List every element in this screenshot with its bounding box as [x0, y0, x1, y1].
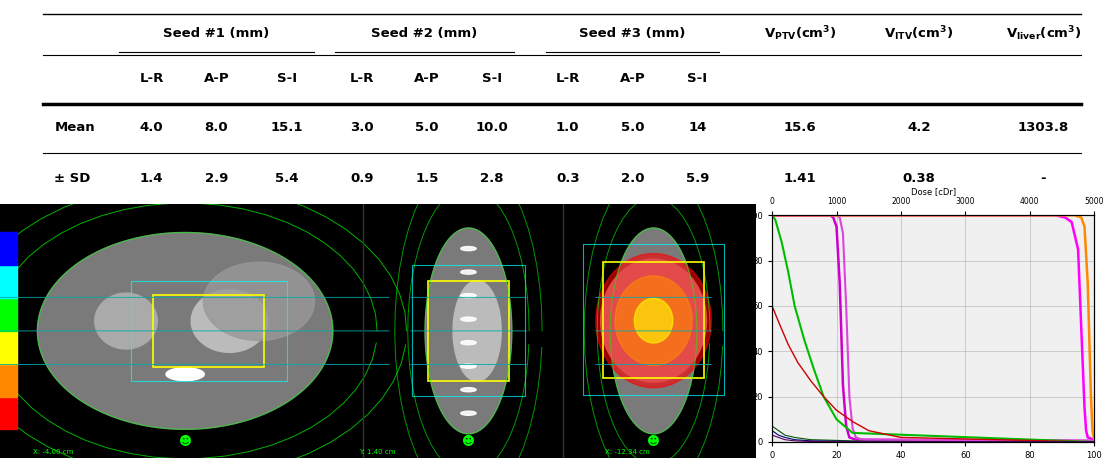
Polygon shape [95, 293, 158, 349]
Text: 5.0: 5.0 [621, 121, 644, 134]
Text: 0.9: 0.9 [351, 172, 374, 185]
Text: ☻: ☻ [179, 435, 192, 448]
Polygon shape [461, 270, 476, 274]
Bar [0, 233, 17, 265]
Polygon shape [203, 262, 314, 340]
Polygon shape [596, 254, 711, 388]
Polygon shape [461, 341, 476, 345]
Text: $\mathregular{V_{liver}(cm^3)}$: $\mathregular{V_{liver}(cm^3)}$ [1006, 24, 1081, 43]
Text: 10.0: 10.0 [475, 121, 508, 134]
Polygon shape [461, 387, 476, 392]
Text: 8.0: 8.0 [204, 121, 228, 134]
Text: 15.1: 15.1 [270, 121, 303, 134]
Polygon shape [425, 228, 512, 434]
Text: 1303.8: 1303.8 [1018, 121, 1069, 134]
Polygon shape [461, 317, 476, 321]
Text: 5.9: 5.9 [686, 172, 709, 185]
Text: Seed #2 (mm): Seed #2 (mm) [372, 27, 478, 40]
Text: ± SD: ± SD [54, 172, 90, 185]
Text: A-P: A-P [204, 72, 229, 85]
Polygon shape [167, 368, 204, 381]
Text: $\mathregular{V_{ITV}(cm^3)}$: $\mathregular{V_{ITV}(cm^3)}$ [885, 24, 954, 43]
Text: S-I: S-I [687, 72, 707, 85]
Bar [428, 281, 508, 381]
Polygon shape [601, 259, 707, 382]
Text: 1.5: 1.5 [416, 172, 439, 185]
Bar [603, 262, 704, 378]
Bar [0, 331, 17, 364]
Polygon shape [191, 290, 268, 352]
Text: $\mathregular{V_{PTV}(cm^3)}$: $\mathregular{V_{PTV}(cm^3)}$ [763, 24, 836, 43]
Text: 2.0: 2.0 [621, 172, 644, 185]
Bar [411, 266, 525, 396]
Bar [0, 298, 17, 331]
Bar [153, 295, 265, 367]
Bar [0, 364, 17, 397]
Text: S-I: S-I [482, 72, 502, 85]
Text: 2.9: 2.9 [205, 172, 228, 185]
Text: X: -4.00 cm: X: -4.00 cm [33, 449, 73, 455]
Text: X: -12.34 cm: X: -12.34 cm [604, 449, 650, 455]
Text: 5.4: 5.4 [275, 172, 299, 185]
Bar [0, 397, 17, 429]
Text: 1.4: 1.4 [140, 172, 163, 185]
Polygon shape [38, 233, 333, 429]
Text: 1.0: 1.0 [556, 121, 579, 134]
Text: 5.0: 5.0 [416, 121, 439, 134]
Text: 15.6: 15.6 [784, 121, 816, 134]
Polygon shape [461, 411, 476, 415]
Text: 4.0: 4.0 [140, 121, 163, 134]
Text: Seed #1 (mm): Seed #1 (mm) [163, 27, 269, 40]
Y-axis label: Ratio of Total Structure Volume [%]: Ratio of Total Structure Volume [%] [736, 261, 745, 396]
Text: -: - [1040, 172, 1046, 185]
Bar [131, 281, 287, 381]
Polygon shape [453, 281, 501, 381]
Text: 0.38: 0.38 [902, 172, 935, 185]
Text: Y: 1.40 cm: Y: 1.40 cm [360, 449, 396, 455]
Text: Seed #3 (mm): Seed #3 (mm) [579, 27, 686, 40]
Text: 1.41: 1.41 [784, 172, 816, 185]
Text: 0.3: 0.3 [556, 172, 579, 185]
Text: 3.0: 3.0 [351, 121, 374, 134]
Text: Mean: Mean [54, 121, 95, 134]
Polygon shape [461, 246, 476, 251]
Bar [583, 244, 724, 395]
Polygon shape [461, 364, 476, 368]
Text: A-P: A-P [620, 72, 645, 85]
Bar [0, 265, 17, 298]
Text: L-R: L-R [139, 72, 163, 85]
Polygon shape [634, 298, 673, 343]
Text: 14: 14 [688, 121, 707, 134]
Text: L-R: L-R [350, 72, 375, 85]
X-axis label: Dose [cDr]: Dose [cDr] [911, 187, 955, 196]
Polygon shape [461, 294, 476, 298]
Text: ☻: ☻ [462, 435, 475, 448]
Text: 2.8: 2.8 [480, 172, 504, 185]
Polygon shape [610, 228, 697, 434]
Text: S-I: S-I [277, 72, 297, 85]
Text: L-R: L-R [556, 72, 580, 85]
Text: ☻: ☻ [647, 435, 660, 448]
Polygon shape [615, 276, 692, 365]
Text: A-P: A-P [415, 72, 440, 85]
Text: 4.2: 4.2 [908, 121, 931, 134]
